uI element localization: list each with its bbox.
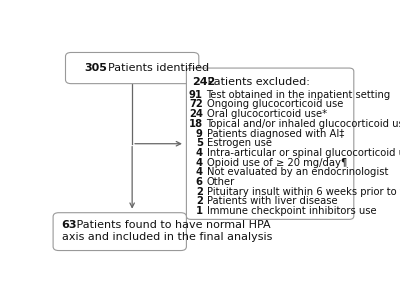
Text: Other: Other [206,177,235,187]
Text: Topical and/or inhaled glucocorticoid use†: Topical and/or inhaled glucocorticoid us… [206,119,400,129]
Text: 18: 18 [189,119,203,129]
Text: 6: 6 [196,177,203,187]
Text: Patients found to have normal HPA: Patients found to have normal HPA [73,221,270,230]
Text: 24: 24 [189,109,203,119]
Text: Patients with liver disease: Patients with liver disease [206,197,337,206]
Text: 2: 2 [196,187,203,197]
Text: 91: 91 [189,90,203,100]
Text: Patients diagnosed with AI‡: Patients diagnosed with AI‡ [206,129,344,138]
FancyBboxPatch shape [186,68,354,219]
Text: 9: 9 [196,129,203,138]
Text: 72: 72 [189,99,203,110]
Text: Patients identified: Patients identified [101,63,209,73]
Text: 63: 63 [61,221,76,230]
FancyBboxPatch shape [66,53,199,84]
Text: Not evaluated by an endocrinologist: Not evaluated by an endocrinologist [206,167,388,177]
Text: Test obtained in the inpatient setting: Test obtained in the inpatient setting [206,90,391,100]
Text: Pituitary insult within 6 weeks prior to the test: Pituitary insult within 6 weeks prior to… [206,187,400,197]
FancyBboxPatch shape [53,213,186,251]
Text: Immune checkpoint inhibitors use: Immune checkpoint inhibitors use [206,206,376,216]
Text: Oral glucocorticoid use*: Oral glucocorticoid use* [206,109,327,119]
Text: 242: 242 [193,77,216,87]
Text: 4: 4 [196,158,203,168]
Text: 2: 2 [196,197,203,206]
Text: Estrogen use: Estrogen use [206,138,272,148]
Text: 1: 1 [196,206,203,216]
Text: Patients excluded:: Patients excluded: [204,77,310,87]
Text: axis and included in the final analysis: axis and included in the final analysis [62,231,273,242]
Text: 4: 4 [196,148,203,158]
Text: Intra-articular or spinal glucocorticoid use§: Intra-articular or spinal glucocorticoid… [206,148,400,158]
Text: 4: 4 [196,167,203,177]
Text: Opioid use of ≥ 20 mg/day¶: Opioid use of ≥ 20 mg/day¶ [206,158,347,168]
Text: 305: 305 [84,63,107,73]
Text: 5: 5 [196,138,203,148]
Text: Ongoing glucocorticoid use: Ongoing glucocorticoid use [206,99,343,110]
